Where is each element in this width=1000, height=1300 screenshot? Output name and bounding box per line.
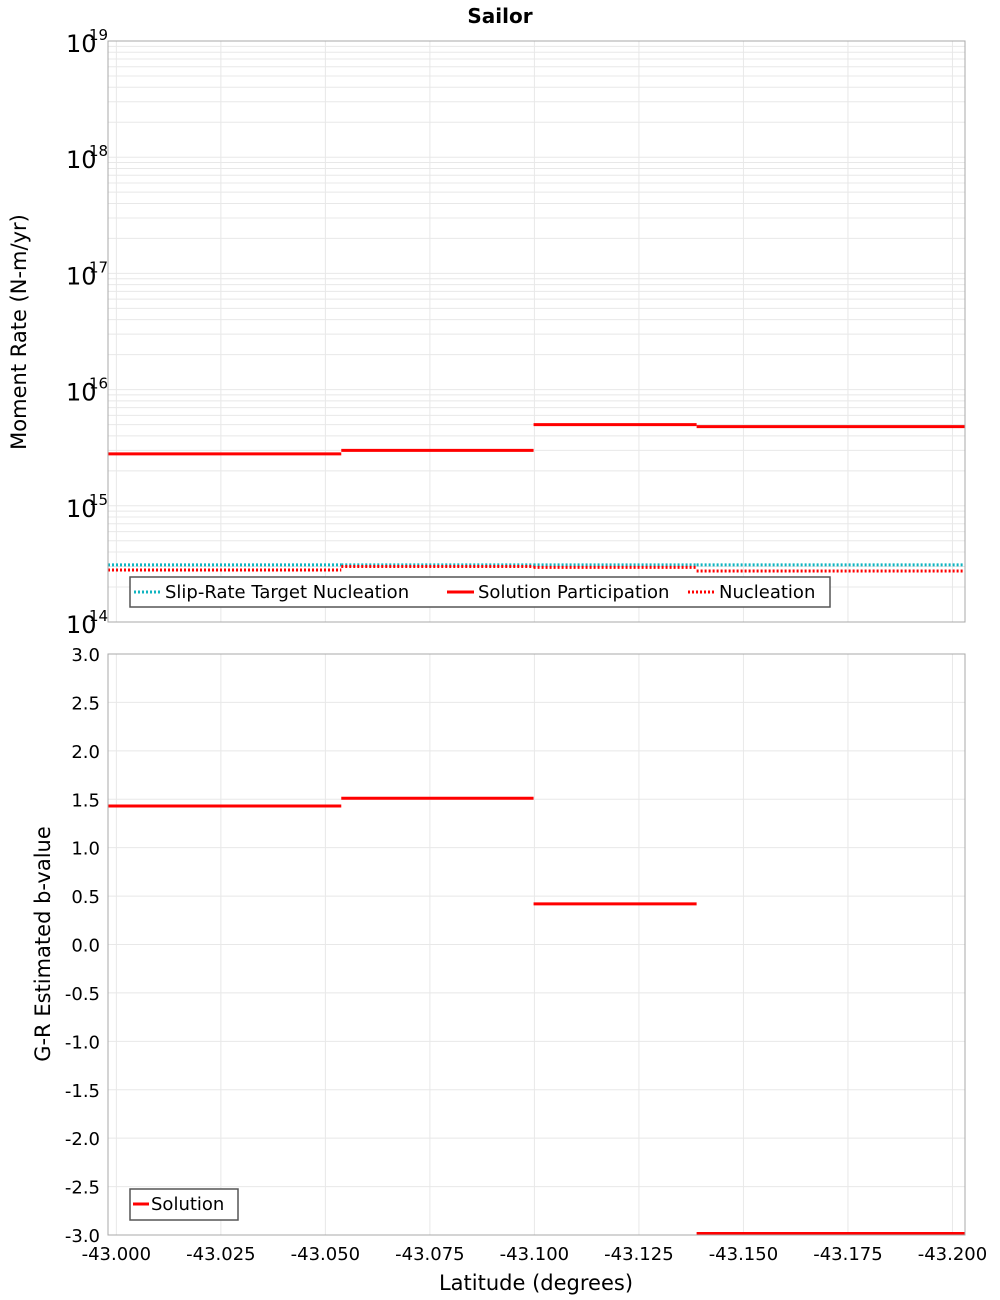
y-tick-label: 3.0 (71, 645, 100, 666)
top-legend: Slip-Rate Target Nucleation Solution Part… (130, 577, 830, 607)
chart-title: Sailor (467, 4, 532, 28)
y-tick-label: -1.5 (65, 1081, 100, 1102)
legend-item: Slip-Rate Target Nucleation (134, 582, 409, 603)
legend-label: Solution (151, 1194, 224, 1215)
x-tick-label: -43.200 (918, 1244, 987, 1265)
y-tick-label: -1.0 (65, 1032, 100, 1053)
legend-label: Slip-Rate Target Nucleation (165, 582, 409, 603)
y-tick-label: 1014 (66, 607, 108, 639)
y-tick-label: -2.5 (65, 1178, 100, 1199)
x-tick-label: -43.150 (709, 1244, 778, 1265)
y-tick-label: 2.0 (71, 742, 100, 763)
bottom-panel: 3.0 2.5 2.0 1.5 1.0 0.5 0.0 -0.5 -1.0 -1.5 -2.0 -2.… (31, 645, 987, 1295)
x-axis-label: Latitude (degrees) (439, 1271, 633, 1295)
tick-exponent: 14 (89, 607, 108, 625)
bottom-series (108, 798, 965, 1233)
y-tick-label: 1017 (66, 258, 108, 290)
top-plot-frame (108, 41, 965, 622)
top-y-axis-label: Moment Rate (N-m/yr) (7, 214, 31, 450)
x-axis-ticks: -43.000 -43.025 -43.050 -43.075 -43.100 -43.1… (82, 1244, 988, 1265)
y-tick-label: 1015 (66, 491, 108, 523)
series-solution-participation (108, 425, 965, 454)
tick-exponent: 18 (89, 142, 108, 160)
x-tick-label: -43.100 (500, 1244, 569, 1265)
y-tick-label: 2.5 (71, 693, 100, 714)
x-tick-label: -43.025 (186, 1244, 255, 1265)
x-tick-label: -43.000 (82, 1244, 151, 1265)
y-tick-label: -2.0 (65, 1129, 100, 1150)
legend-item: Solution Participation (447, 582, 669, 603)
bottom-legend: Solution (130, 1189, 238, 1220)
bottom-grid (108, 654, 965, 1235)
x-tick-label: -43.075 (395, 1244, 464, 1265)
legend-label: Nucleation (719, 582, 815, 603)
tick-exponent: 17 (89, 258, 108, 276)
series-solution (108, 798, 965, 1233)
y-tick-label: 1018 (66, 142, 108, 174)
y-tick-label: 1016 (66, 375, 108, 407)
y-tick-label: -0.5 (65, 984, 100, 1005)
x-tick-label: -43.125 (604, 1244, 673, 1265)
x-tick-label: -43.050 (291, 1244, 360, 1265)
top-grid (108, 41, 965, 622)
y-tick-label: 1019 (66, 26, 108, 58)
y-tick-label: 0.0 (71, 936, 100, 957)
tick-exponent: 19 (89, 26, 108, 44)
y-tick-label: 1.5 (71, 790, 100, 811)
series-nucleation (108, 567, 965, 571)
x-tick-label: -43.175 (813, 1244, 882, 1265)
bottom-y-axis-label: G-R Estimated b-value (31, 826, 55, 1062)
top-y-axis-ticks: 1019 1018 1017 1016 1015 1014 (66, 26, 108, 639)
legend-label: Solution Participation (478, 582, 669, 603)
bottom-y-axis-ticks: 3.0 2.5 2.0 1.5 1.0 0.5 0.0 -0.5 -1.0 -1.5 -2.0 -2.… (65, 645, 100, 1247)
chart-canvas: Sailor 1019 1018 1017 1016 1015 1014 Moment R… (0, 0, 1000, 1300)
y-tick-label: 1.0 (71, 839, 100, 860)
y-tick-label: 0.5 (71, 887, 100, 908)
tick-exponent: 15 (89, 491, 108, 509)
top-series (108, 425, 965, 571)
top-panel: 1019 1018 1017 1016 1015 1014 Moment Rate (N-… (7, 26, 965, 639)
tick-exponent: 16 (89, 375, 108, 393)
